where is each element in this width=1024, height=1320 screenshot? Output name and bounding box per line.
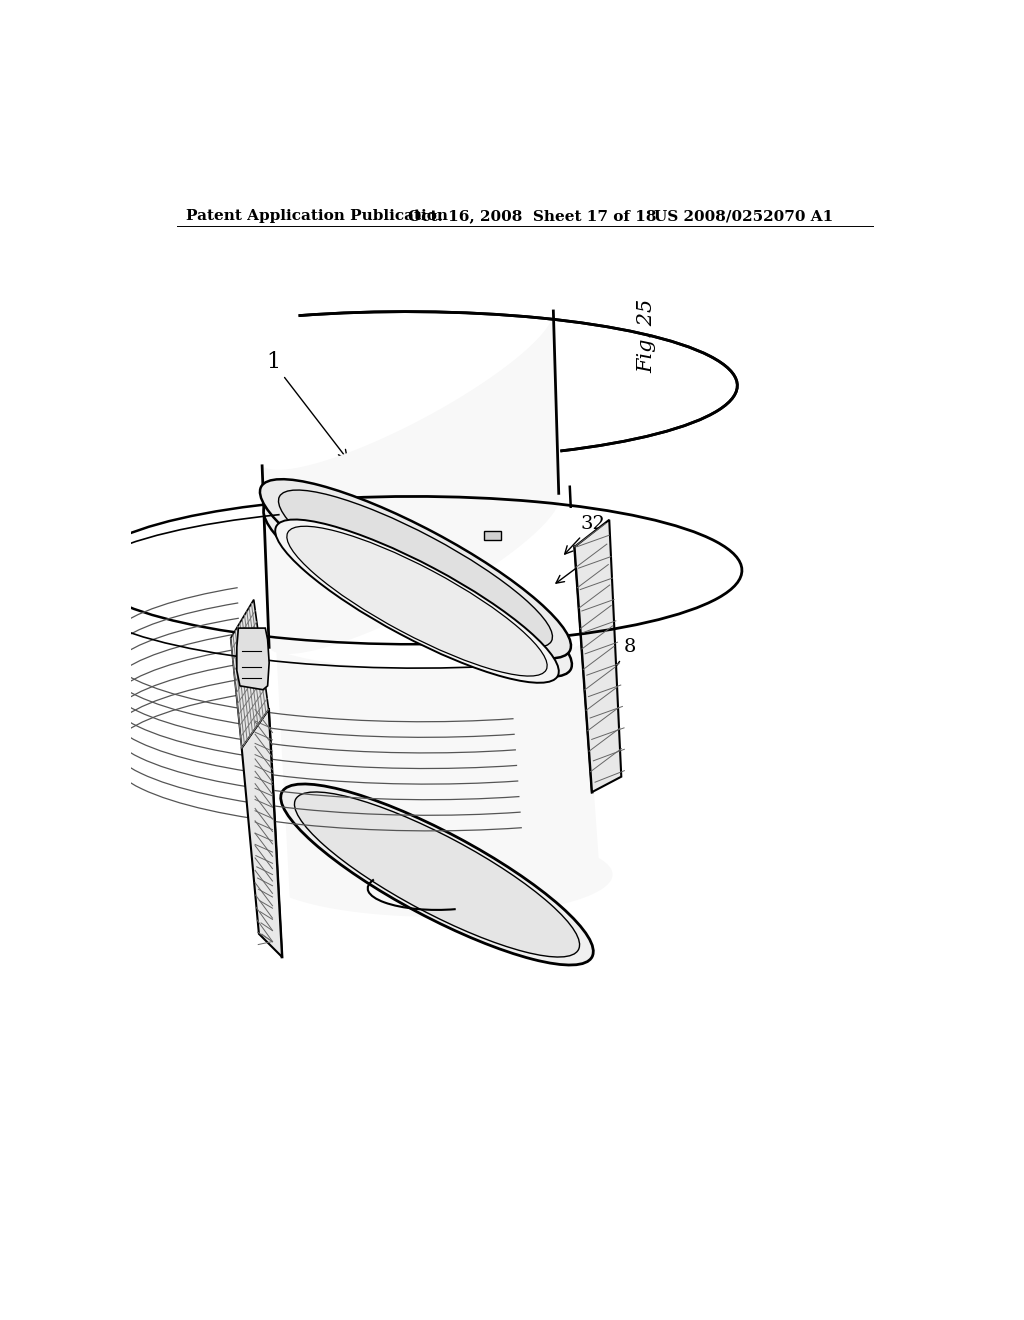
Polygon shape bbox=[262, 312, 560, 653]
Polygon shape bbox=[237, 628, 269, 689]
Polygon shape bbox=[230, 599, 268, 748]
Ellipse shape bbox=[263, 499, 571, 677]
Ellipse shape bbox=[295, 792, 580, 957]
Ellipse shape bbox=[279, 490, 552, 648]
Text: 48: 48 bbox=[480, 454, 544, 523]
Text: US 2008/0252070 A1: US 2008/0252070 A1 bbox=[654, 209, 834, 223]
Text: Fig. 25: Fig. 25 bbox=[637, 298, 656, 372]
Text: 7: 7 bbox=[556, 550, 595, 583]
Ellipse shape bbox=[287, 527, 547, 676]
Text: 22: 22 bbox=[441, 408, 520, 516]
Text: 8: 8 bbox=[591, 639, 636, 701]
Ellipse shape bbox=[275, 520, 559, 682]
Polygon shape bbox=[574, 520, 622, 792]
Text: Oct. 16, 2008  Sheet 17 of 18: Oct. 16, 2008 Sheet 17 of 18 bbox=[408, 209, 656, 223]
Polygon shape bbox=[242, 709, 282, 957]
Polygon shape bbox=[484, 531, 501, 540]
Polygon shape bbox=[276, 612, 612, 917]
Text: 1: 1 bbox=[266, 351, 347, 459]
Text: 32: 32 bbox=[564, 515, 605, 554]
Ellipse shape bbox=[268, 487, 560, 653]
Ellipse shape bbox=[281, 784, 593, 965]
Ellipse shape bbox=[260, 479, 571, 659]
Text: Patent Application Publication: Patent Application Publication bbox=[186, 209, 449, 223]
